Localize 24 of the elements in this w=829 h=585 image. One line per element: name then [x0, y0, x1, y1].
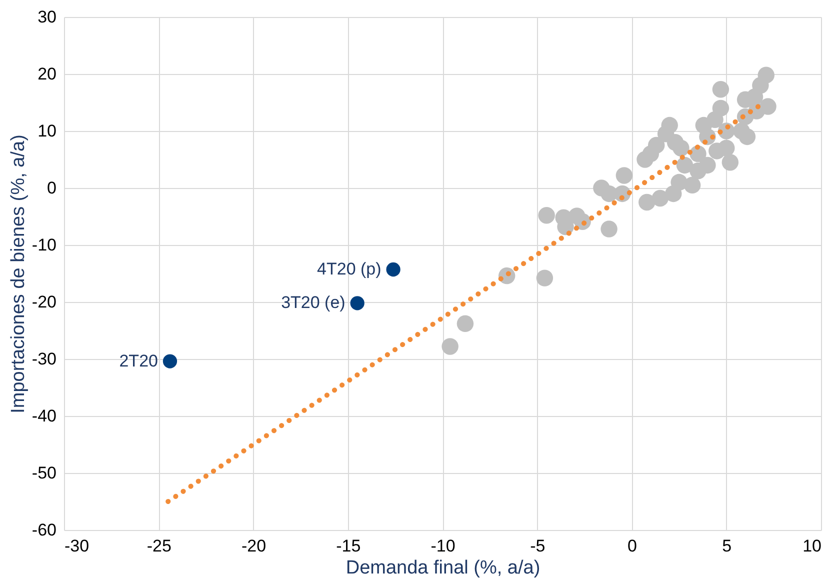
y-tick-label: 20 [38, 64, 56, 84]
y-tick-label: -20 [32, 292, 56, 312]
y-tick-label: 10 [38, 122, 56, 140]
annotation: 4T20 (p) [317, 260, 382, 279]
x-tick-label: -20 [241, 536, 266, 556]
x-tick-label: -25 [146, 536, 172, 556]
x-tick-label: -15 [336, 536, 361, 556]
x-tick-label: -10 [430, 536, 456, 556]
x-tick-label: 10 [802, 536, 822, 556]
annotation: 3T20 (e) [281, 293, 346, 312]
y-tick-label: -50 [32, 464, 56, 482]
x-axis-title: Demanda final (%, a/a) [346, 558, 540, 578]
x-tick-label: -5 [530, 536, 546, 556]
y-tick-label: 0 [47, 178, 56, 198]
y-axis-title: Importaciones de bienes (%, a/a) [8, 134, 29, 414]
y-tick-label: -60 [32, 520, 56, 540]
x-tick-label: 5 [722, 536, 732, 556]
x-tick-label: 0 [628, 536, 637, 556]
annotation: 2T20 [119, 351, 158, 370]
y-tick-label: -10 [32, 236, 56, 254]
y-tick-label: -30 [32, 350, 56, 368]
y-tick-label: 30 [38, 8, 56, 26]
y-tick-label: -40 [32, 406, 56, 426]
x-tick-label: -30 [64, 536, 90, 556]
